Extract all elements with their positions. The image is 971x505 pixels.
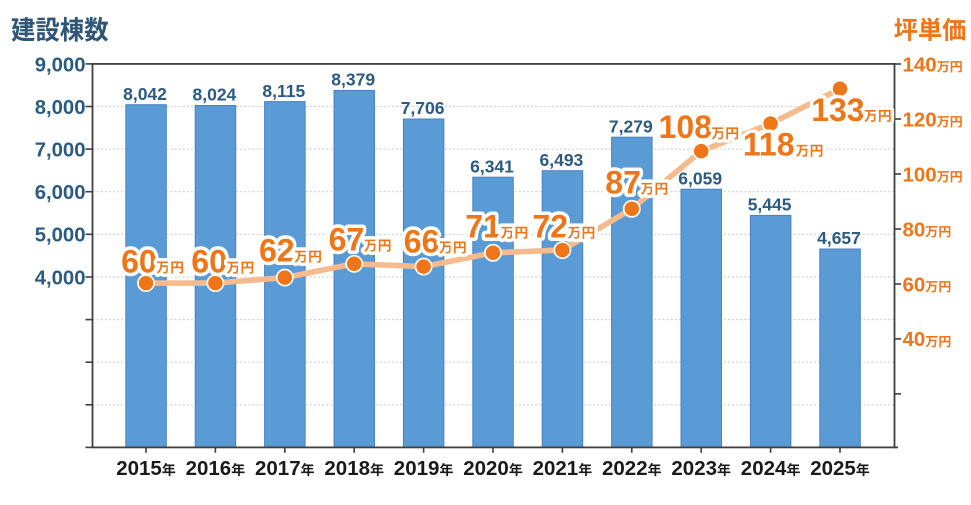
svg-text:4,000: 4,000 [35, 267, 86, 289]
svg-text:2017: 2017 [255, 457, 301, 480]
svg-text:100: 100 [903, 163, 937, 186]
svg-text:6,493: 6,493 [540, 150, 584, 170]
svg-text:8,024: 8,024 [193, 85, 237, 105]
svg-text:40: 40 [903, 328, 926, 351]
svg-text:6,341: 6,341 [470, 156, 514, 176]
svg-text:62: 62 [259, 233, 295, 269]
svg-text:2020: 2020 [463, 457, 509, 480]
svg-text:2015: 2015 [116, 457, 162, 480]
svg-text:2019: 2019 [394, 457, 440, 480]
svg-text:2021: 2021 [533, 457, 579, 480]
svg-text:60: 60 [121, 243, 157, 279]
svg-text:140: 140 [903, 53, 937, 76]
svg-text:2018: 2018 [324, 457, 370, 480]
svg-text:60: 60 [191, 244, 227, 280]
svg-text:2024: 2024 [741, 457, 787, 480]
svg-text:8,379: 8,379 [331, 70, 375, 90]
svg-text:118: 118 [743, 127, 795, 163]
svg-text:108: 108 [659, 109, 712, 145]
svg-text:5,000: 5,000 [35, 225, 86, 247]
svg-text:120: 120 [903, 108, 937, 131]
svg-text:71: 71 [465, 209, 501, 245]
svg-text:87: 87 [605, 165, 641, 201]
svg-text:72: 72 [532, 209, 568, 245]
svg-text:2016: 2016 [186, 457, 232, 480]
svg-text:7,706: 7,706 [401, 98, 445, 118]
svg-text:7,279: 7,279 [609, 116, 653, 136]
svg-text:60: 60 [903, 273, 926, 296]
svg-text:8,000: 8,000 [35, 97, 86, 119]
svg-text:4,657: 4,657 [817, 228, 861, 248]
svg-text:9,000: 9,000 [35, 54, 86, 76]
svg-text:133: 133 [811, 92, 864, 128]
svg-text:6,059: 6,059 [678, 168, 722, 188]
svg-text:8,115: 8,115 [262, 81, 305, 101]
svg-text:8,042: 8,042 [123, 84, 167, 104]
svg-text:5,445: 5,445 [748, 195, 792, 215]
svg-text:6,000: 6,000 [35, 182, 86, 204]
svg-text:2025: 2025 [810, 457, 856, 480]
svg-text:67: 67 [329, 221, 365, 257]
svg-text:7,000: 7,000 [35, 140, 86, 162]
svg-text:2022: 2022 [602, 457, 648, 480]
svg-text:2023: 2023 [671, 457, 717, 480]
svg-text:66: 66 [404, 223, 440, 259]
svg-text:80: 80 [903, 218, 926, 241]
